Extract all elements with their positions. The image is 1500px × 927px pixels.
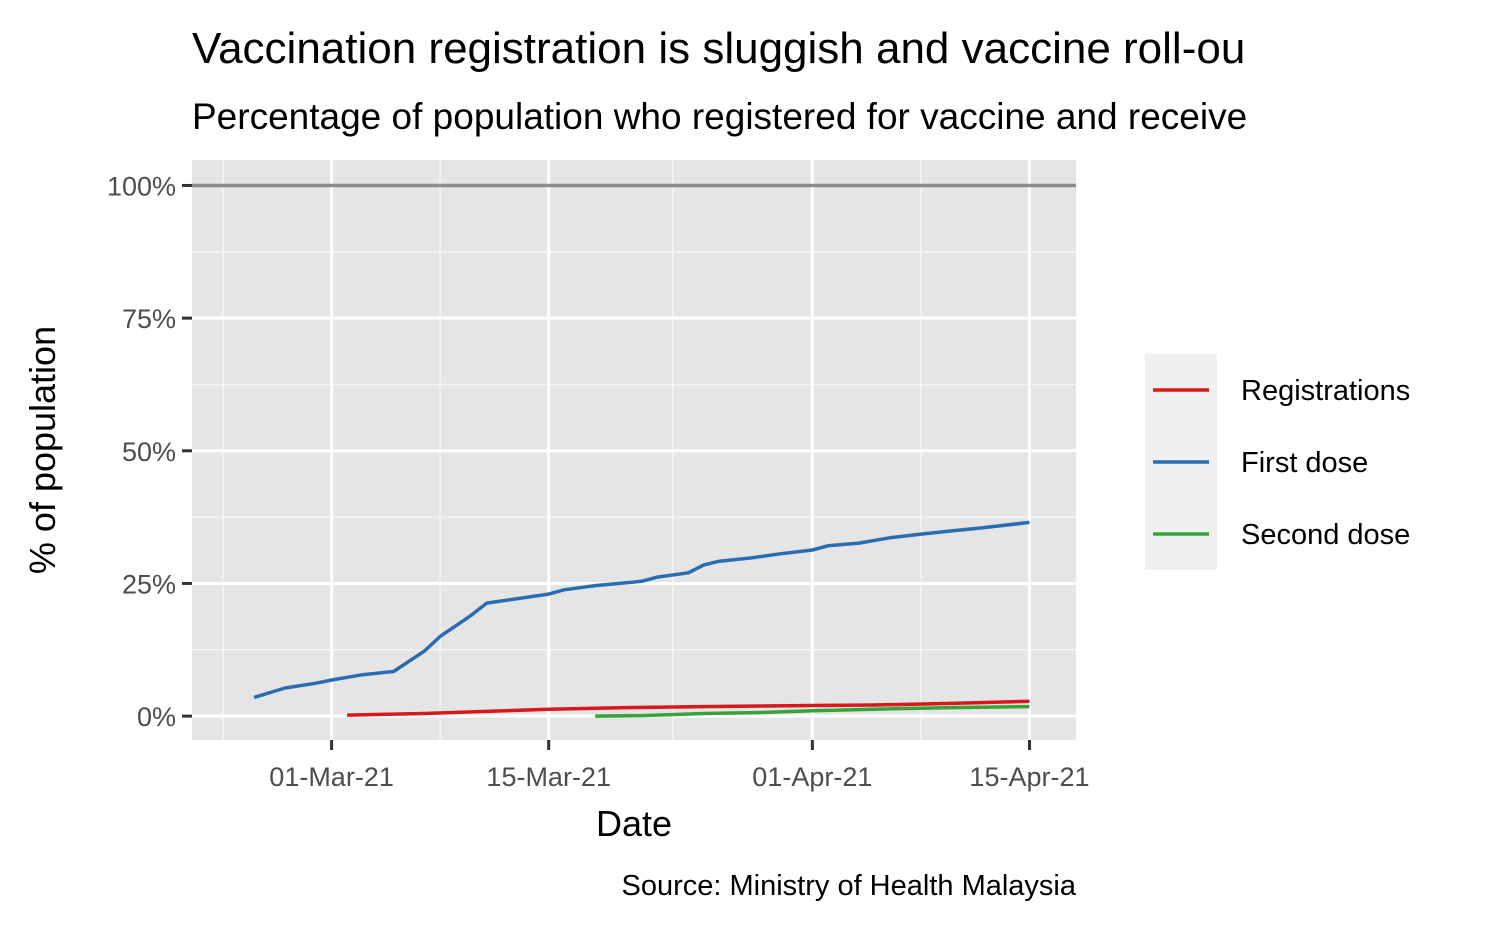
y-tick-label: 25%: [122, 569, 176, 599]
legend: Registrations First dose Second dose: [1145, 354, 1410, 570]
legend-label: First dose: [1241, 447, 1368, 479]
chart-title: Vaccination registration is sluggish and…: [192, 24, 1245, 73]
x-tick-label: 15-Mar-21: [486, 762, 611, 792]
series-lines: [253, 520, 1030, 718]
legend-label: Registrations: [1241, 375, 1410, 407]
x-axis-title: Date: [596, 803, 672, 844]
axis-ticks: 01-Mar-21 15-Mar-21 01-Apr-21 15-Apr-21 0% 25…: [107, 171, 1090, 792]
y-tick-label: 75%: [122, 304, 176, 334]
y-axis-title: % of population: [22, 326, 63, 574]
x-tick-label: 01-Mar-21: [269, 762, 394, 792]
y-tick-label: 0%: [137, 702, 176, 732]
x-tick-label: 01-Apr-21: [752, 762, 872, 792]
series-line-first-dose: [253, 520, 1030, 700]
y-tick-label: 50%: [122, 437, 176, 467]
chart-subtitle: Percentage of population who registered …: [192, 96, 1247, 137]
chart-caption: Source: Ministry of Health Malaysia: [622, 870, 1077, 902]
y-tick-label: 100%: [107, 171, 176, 201]
legend-label: Second dose: [1241, 519, 1410, 551]
series-line-second-dose: [595, 704, 1030, 718]
series-line-registrations: [347, 699, 1030, 717]
x-tick-label: 15-Apr-21: [969, 762, 1089, 792]
